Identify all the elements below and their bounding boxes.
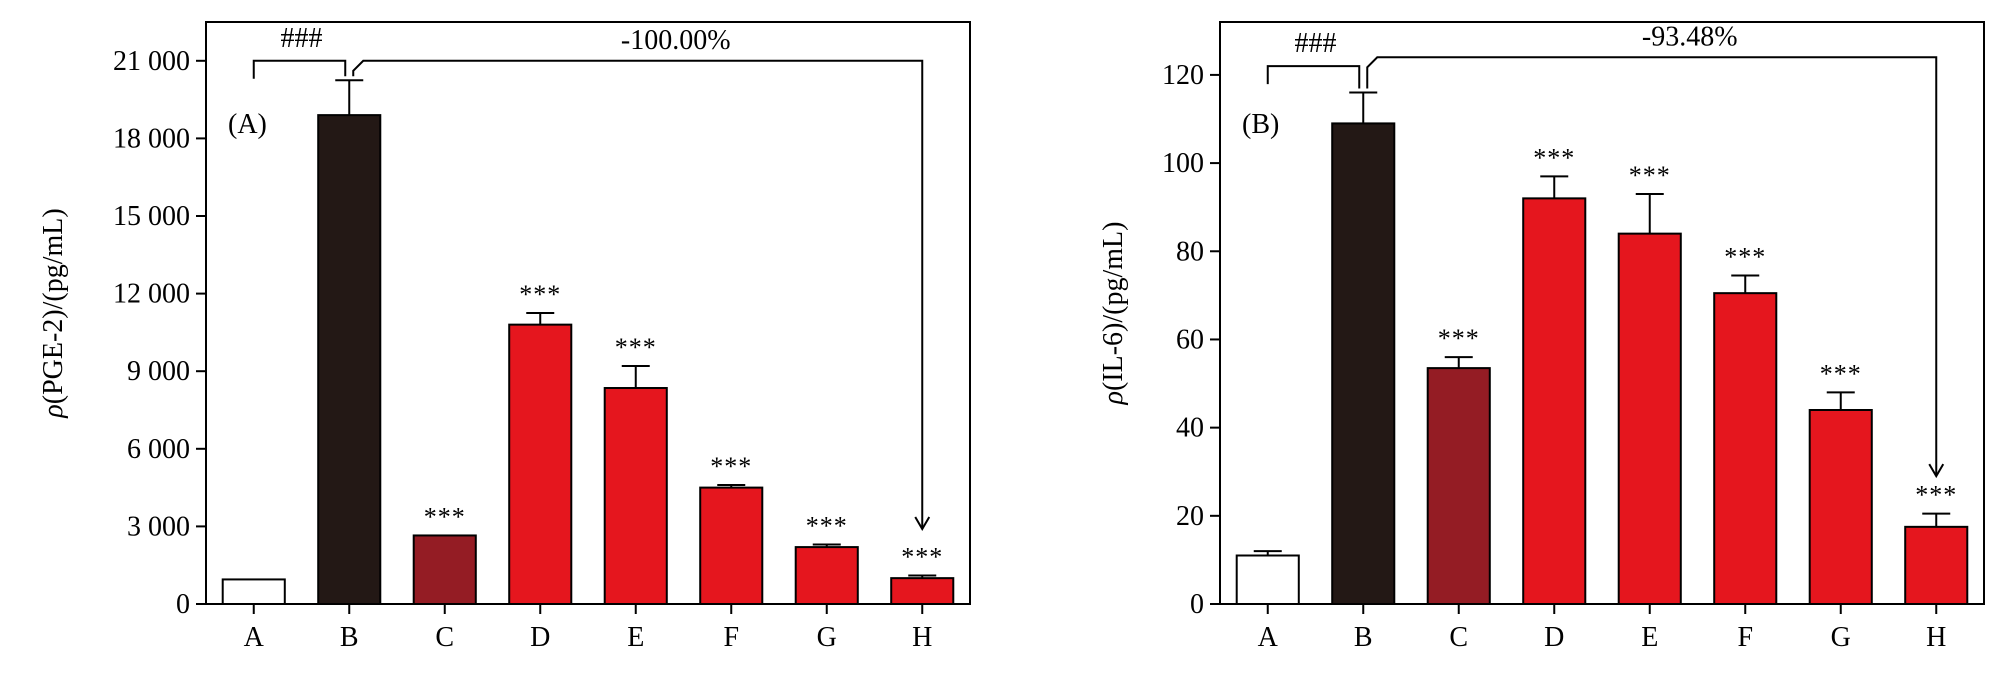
y-axis-label-text: (IL-6)/(pg/mL) [1098,222,1129,392]
significance-marker: *** [1915,481,1957,510]
bar [1713,292,1778,605]
bracket-control-vs-model [1266,65,1361,89]
x-tick-label: E [627,622,644,653]
bar [890,577,955,606]
significance-marker: *** [1724,243,1766,272]
bar [1522,197,1587,605]
bar [1808,409,1873,605]
panel-label: (B) [1242,109,1279,140]
y-tick-label: 40 [1176,413,1204,444]
x-tick-label: E [1641,622,1658,653]
bar [221,578,286,606]
y-axis-label-text: (PGE-2)/(pg/mL) [38,208,69,404]
y-tick-label: 100 [1162,148,1204,179]
x-tick-label: B [340,622,359,653]
significance-marker: *** [1820,359,1862,388]
bar [699,486,764,606]
bar [317,114,382,606]
x-tick-label: D [1544,622,1564,653]
bar [603,387,668,605]
bracket-control-vs-model [252,59,347,79]
bracket-label-left: ### [281,23,323,54]
x-tick-label: A [244,622,265,653]
y-tick-label: 18 000 [113,123,190,154]
chart-panel-a: 0 3 000 6 000 9 000 12 000 15 000 18 000 21 000… [38,21,971,653]
significance-marker: *** [1438,324,1480,353]
significance-marker: *** [1533,143,1575,172]
chart-panel-b: 0 20 40 60 80 100 120 ρ(IL-6)/(pg/mL) (B) A B C *** D… [1098,21,1985,653]
y-axis-label-symbol: ρ [38,404,69,418]
significance-marker: *** [806,512,848,541]
x-tick-label: C [435,622,454,653]
x-tick-label: G [1831,622,1851,653]
x-tick-label: B [1354,622,1373,653]
x-tick-label: A [1258,622,1279,653]
bracket-label-right: -93.48% [1642,21,1738,52]
x-tick-label: F [1737,622,1753,653]
bracket-label-left: ### [1295,28,1337,59]
bar [794,546,859,605]
bracket-label-right: -100.00% [621,25,731,56]
y-axis-label: ρ(PGE-2)/(pg/mL) [38,208,69,418]
x-tick-label: F [723,622,739,653]
significance-marker: *** [901,543,943,572]
significance-marker: *** [424,502,466,531]
bracket-arrowhead [914,516,931,531]
y-tick-label: 120 [1162,60,1204,91]
bar [508,323,573,605]
y-tick-label: 60 [1176,324,1204,355]
bracket-model-vs-treatment [1366,56,1938,477]
y-tick-label: 20 [1176,501,1204,532]
y-tick-label: 6 000 [127,434,190,465]
bar [1904,525,1969,605]
bar [412,534,477,605]
y-axis-label: ρ(IL-6)/(pg/mL) [1098,222,1129,406]
significance-marker: *** [615,333,657,362]
x-tick-label: H [1926,622,1946,653]
bar [1235,554,1300,605]
bracket-model-vs-treatment [352,59,924,529]
plot-frame [1219,21,1985,605]
y-tick-label: 21 000 [113,46,190,77]
bar [1426,367,1491,606]
y-tick-label: 80 [1176,236,1204,267]
panel-label: (A) [228,109,267,140]
significance-marker: *** [1629,161,1671,190]
x-tick-label: H [912,622,932,653]
y-tick-label: 3 000 [127,511,190,542]
x-tick-label: C [1449,622,1468,653]
bar [1331,122,1396,605]
y-axis-label-symbol: ρ [1098,391,1129,405]
y-tick-label: 0 [176,589,190,620]
y-tick-label: 9 000 [127,356,190,387]
x-tick-label: D [530,622,550,653]
y-tick-label: 12 000 [113,279,190,310]
bar [1617,232,1682,606]
y-tick-label: 0 [1190,589,1204,620]
plot-frame [205,21,971,605]
bracket-arrowhead [1928,463,1945,479]
x-tick-label: G [817,622,837,653]
significance-marker: *** [519,280,561,309]
significance-marker: *** [710,452,752,481]
y-tick-label: 15 000 [113,201,190,232]
